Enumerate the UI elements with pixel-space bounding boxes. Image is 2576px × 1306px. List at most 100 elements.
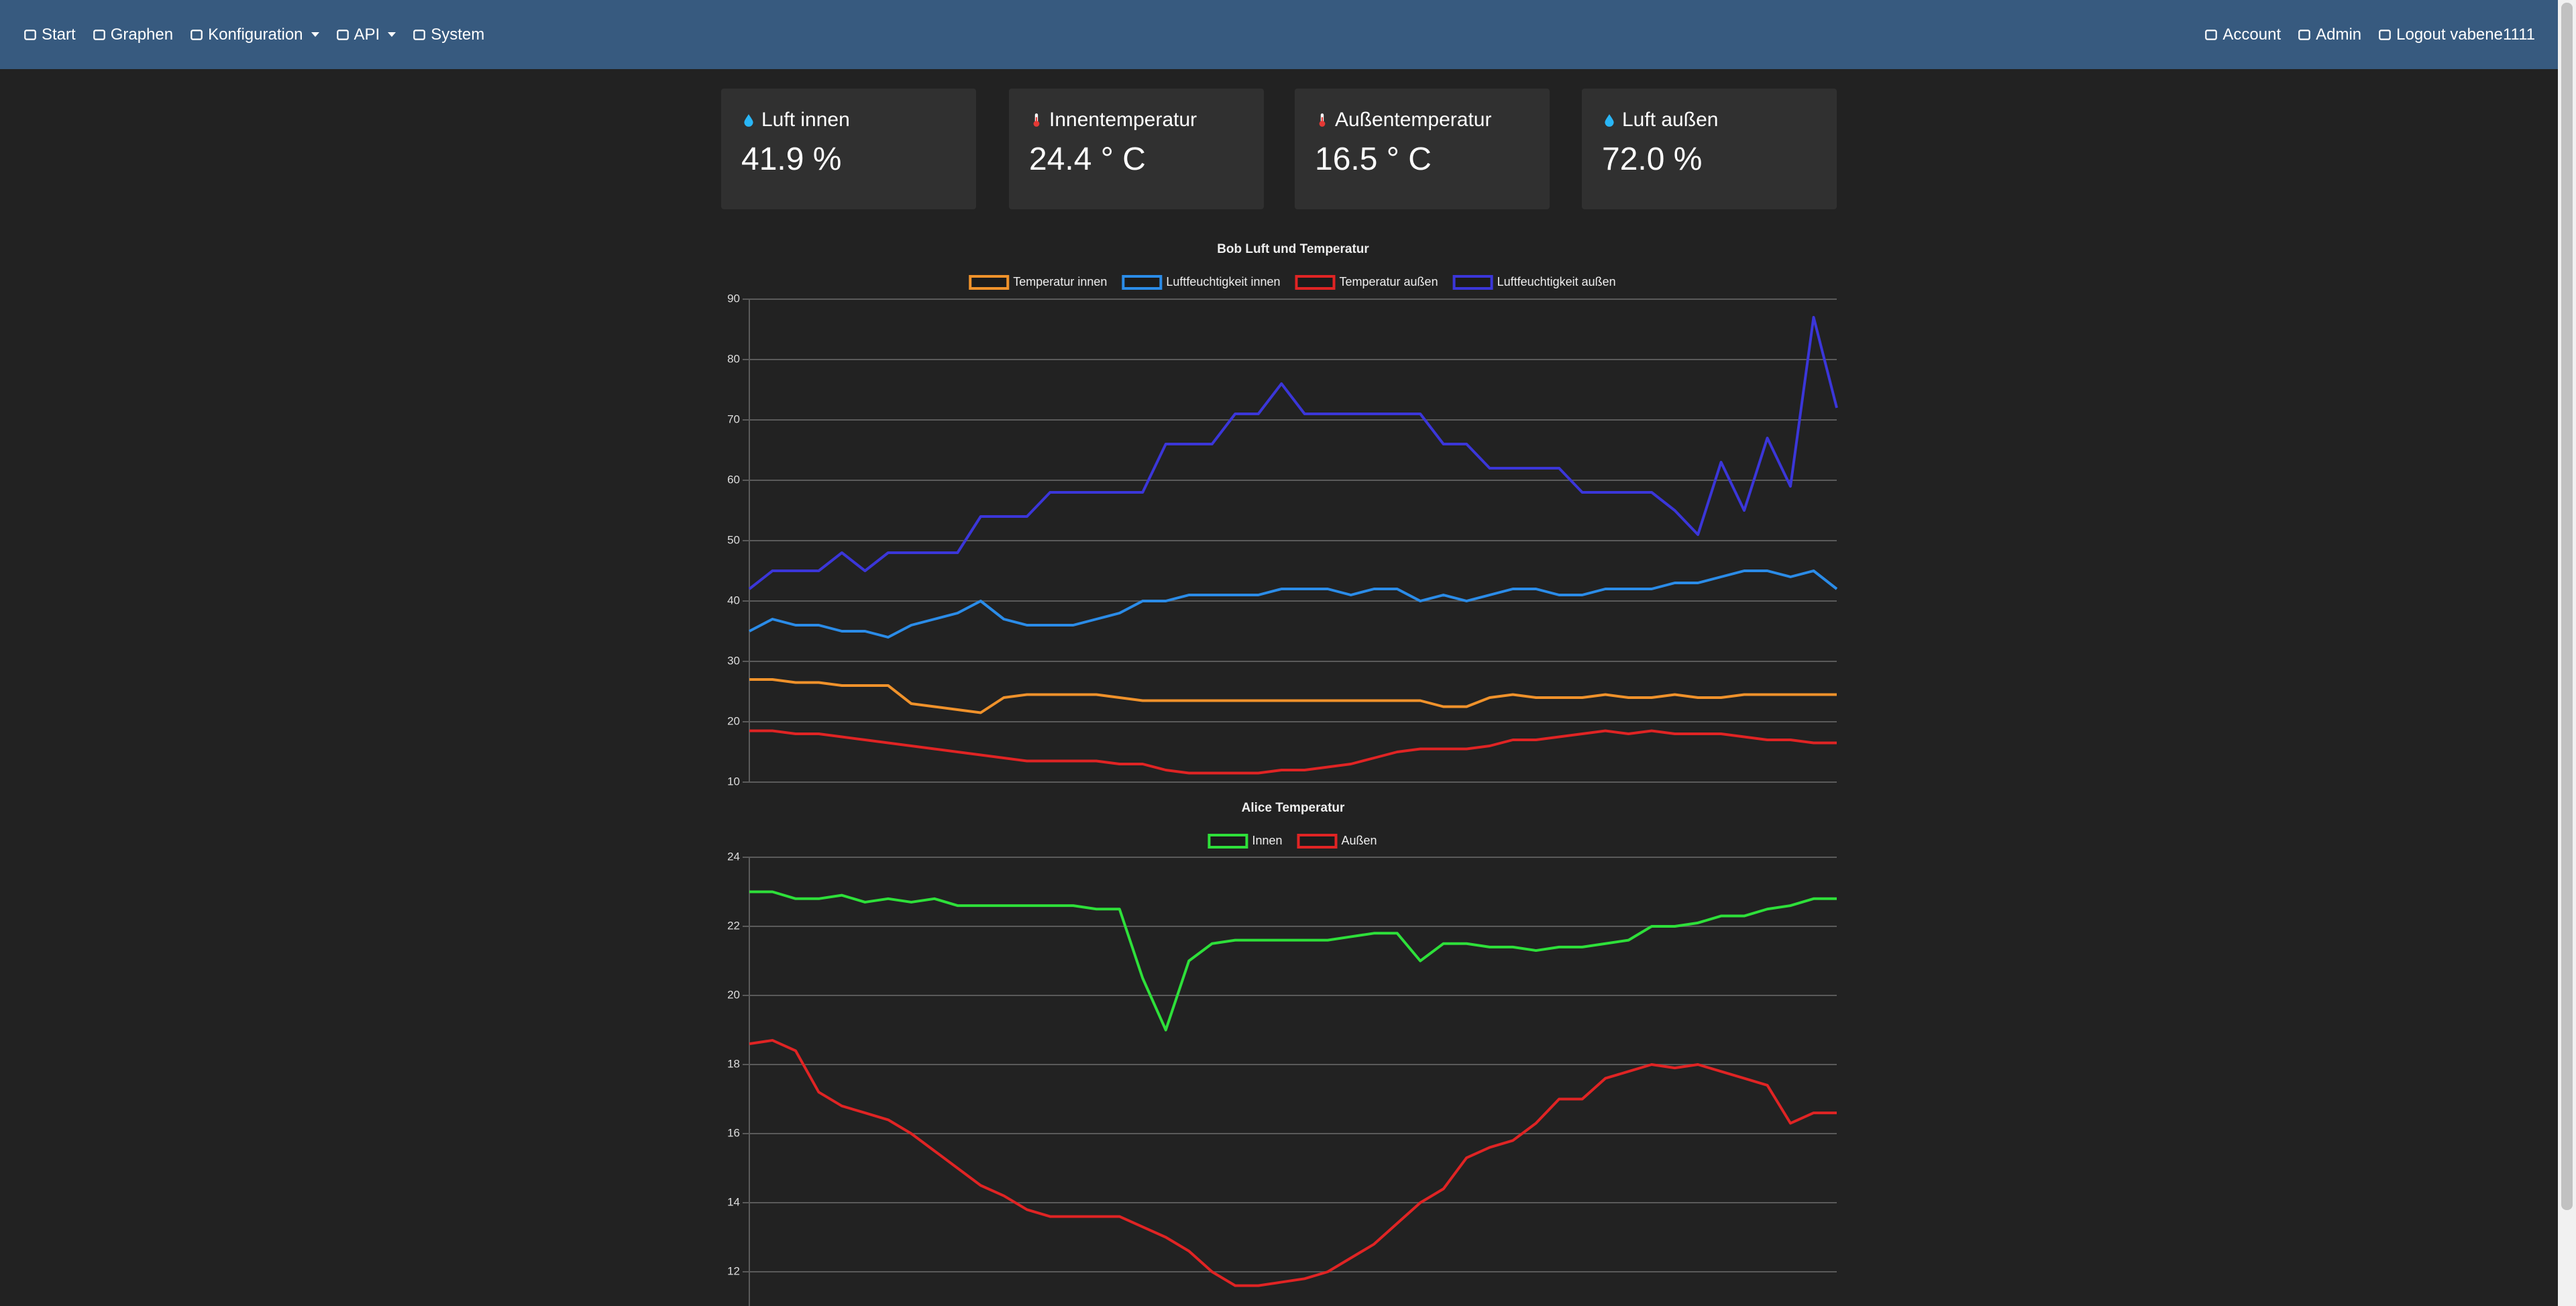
nav-label: Graphen [110,25,174,44]
y-tick-label: 70 [727,413,740,425]
chart-title: Bob Luft und Temperatur [1217,242,1369,256]
line-series [749,678,1837,714]
legend-label[interactable]: Temperatur innen [1013,275,1107,288]
y-tick-label: 24 [727,850,740,863]
icon [413,29,426,40]
legend-label[interactable]: Temperatur außen [1340,275,1438,288]
nav-item[interactable]: Start [23,25,76,44]
thermo-fill [1321,117,1324,124]
nav-icon [2379,29,2391,40]
y-tick-label: 60 [727,473,740,486]
icon [336,29,349,40]
legend-swatch[interactable] [1452,275,1493,290]
icon [1319,113,1326,127]
card: Luft innen 41.9 % [721,89,976,209]
card-label: Luft innen [741,109,956,131]
icon [93,29,105,40]
legend-swatch[interactable] [1297,834,1338,849]
icon [2379,29,2391,40]
line-series [748,316,1838,590]
y-tick-label: 18 [727,1057,740,1070]
icon [191,29,203,40]
y-tick-label: 20 [727,988,740,1001]
thermo-fill [1035,117,1038,124]
caret [388,32,396,37]
nav-label: Logout vabene1111 [2396,25,2535,44]
icon [1033,113,1040,127]
icon [24,29,36,40]
navbar: Start Graphen Konfiguration API System Accou… [0,0,2558,69]
y-tick-label: 30 [727,654,740,667]
y-tick-label: 90 [727,292,740,305]
nav-icon [191,29,203,40]
drop-icon [744,114,753,127]
nav-icon [336,29,349,40]
card-label-text: Luft innen [761,109,850,131]
y-tick-label: 50 [727,533,740,546]
nav-item[interactable]: System [412,25,484,44]
y-tick-label: 10 [727,775,740,787]
nav-right: Account Admin Logout vabene1111 [2204,25,2535,44]
card-value: 72.0 % [1602,142,1703,177]
drop-icon [1605,114,1614,127]
card-label-text: Innentemperatur [1049,109,1197,131]
nav-label: Start [42,25,76,44]
y-tick-label: 16 [727,1126,740,1139]
legend-label[interactable]: Luftfeuchtigkeit innen [1166,275,1280,288]
card: Innentemperatur 24.4 ° C [1009,89,1264,209]
card-value: 24.4 ° C [1029,142,1146,177]
y-tick-label: 40 [727,594,740,606]
nav-item[interactable]: Konfiguration [189,25,319,44]
y-tick-label: 80 [727,352,740,365]
icon [1605,114,1614,127]
nav-item[interactable]: Logout vabene1111 [2377,25,2535,44]
card-label-text: Luft außen [1622,109,1719,131]
nav-item[interactable]: Graphen [92,25,173,44]
card: Luft außen 72.0 % [1582,89,1837,209]
nav-item[interactable]: Admin [2297,25,2361,44]
nav-icon [2205,29,2218,40]
legend-label[interactable]: Luftfeuchtigkeit außen [1497,275,1616,288]
caret [311,32,319,37]
nav-left: Start Graphen Konfiguration API System [23,25,484,44]
nav-label: Konfiguration [208,25,303,44]
line-series [749,890,1837,1032]
nav-label: System [431,25,485,44]
y-tick-label: 22 [727,919,740,932]
y-tick-label: 12 [727,1264,740,1277]
icon [2298,29,2310,40]
legend-swatch[interactable] [969,275,1010,290]
nav-item[interactable]: Account [2204,25,2281,44]
card-label-text: Außentemperatur [1335,109,1492,131]
nav-label: Admin [2316,25,2362,44]
icon [744,114,753,127]
nav-icon [24,29,36,40]
scrollbar[interactable] [2558,0,2576,1306]
nav-icon [2298,29,2310,40]
card-label: Luft außen [1602,109,1817,131]
nav-label: API [354,25,380,44]
scrollbar-thumb[interactable] [2561,3,2573,1210]
nav-icon [413,29,426,40]
legend-label[interactable]: Innen [1252,834,1282,847]
card-label: Innentemperatur [1029,109,1244,131]
line-series [749,569,1838,639]
legend-swatch[interactable] [1208,834,1248,849]
line-series [749,1038,1837,1287]
nav-label: Account [2222,25,2282,44]
line-series [749,729,1837,775]
card-label: Außentemperatur [1315,109,1529,131]
nav-icon [93,29,105,40]
legend-swatch[interactable] [1122,275,1163,290]
legend-swatch[interactable] [1295,275,1336,290]
y-tick-label: 20 [727,714,740,727]
legend-label[interactable]: Außen [1342,834,1377,847]
card-value: 16.5 ° C [1315,142,1432,177]
y-tick-label: 14 [727,1195,740,1208]
chart-title: Alice Temperatur [1242,801,1345,815]
card-value: 41.9 % [741,142,842,177]
nav-item[interactable]: API [335,25,396,44]
card: Außentemperatur 16.5 ° C [1295,89,1550,209]
